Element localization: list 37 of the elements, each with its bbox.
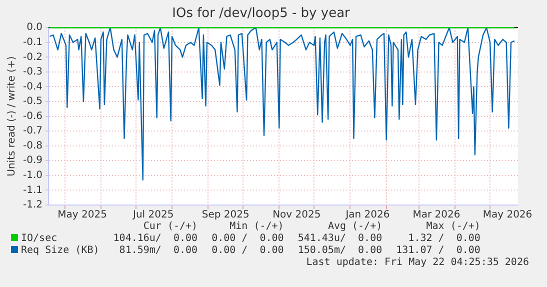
x-tick-label: May 2026 [482,210,532,221]
text: Last update: Fri May 22 04:25:35 2026 [306,257,529,268]
text: 541.43u/ 0.00 [296,233,382,245]
y-tick-label: 0.0 [26,22,43,34]
y-tick-label: -0.8 [22,140,43,152]
text: 1.32 / 0.00 [407,233,480,245]
y-tick-label: -0.1 [22,36,43,48]
y-tick-label: -1.2 [22,200,43,211]
y-tick-label: -0.3 [22,66,43,78]
text: 0.00 / 0.00 [210,245,284,257]
y-tick-label: -0.7 [22,126,43,137]
y-tick-label: -0.6 [22,110,43,122]
text: 104.16u/ 0.00 [112,233,198,245]
y-tick-label: -1.0 [22,170,43,182]
x-tick-label: Mar 2026 [412,210,460,221]
y-tick-label: -0.2 [22,52,43,63]
y-tick-label: -1.1 [22,184,43,196]
text: 150.05m/ 0.00 [296,245,382,257]
text: Min (-/+) [228,221,284,233]
x-tick-label: May 2025 [58,210,107,221]
chart-title: IOs for /dev/loop5 - by year [172,6,351,22]
x-tick-label: Jan 2026 [344,210,390,221]
text: 81.59m/ 0.00 [118,245,198,257]
text: Cur (-/+) [142,221,198,233]
x-tick-label: Nov 2025 [272,210,321,221]
legend-label: IO/sec [20,233,58,245]
y-tick-label: -0.4 [22,81,43,92]
x-tick-label: Jul 2025 [132,210,174,221]
text: 131.07 / 0.00 [395,245,480,257]
y-tick-label: -0.5 [22,96,43,108]
legend-label: Req Size (KB) [20,245,100,257]
text: Max (-/+) [425,221,480,233]
y-tick-label: -0.9 [22,155,43,166]
text: Avg (-/+) [326,221,382,233]
text: 0.00 / 0.00 [210,233,284,245]
x-tick-label: Sep 2025 [202,210,250,221]
y-axis-title: Units read (-) / write (+) [6,56,18,176]
